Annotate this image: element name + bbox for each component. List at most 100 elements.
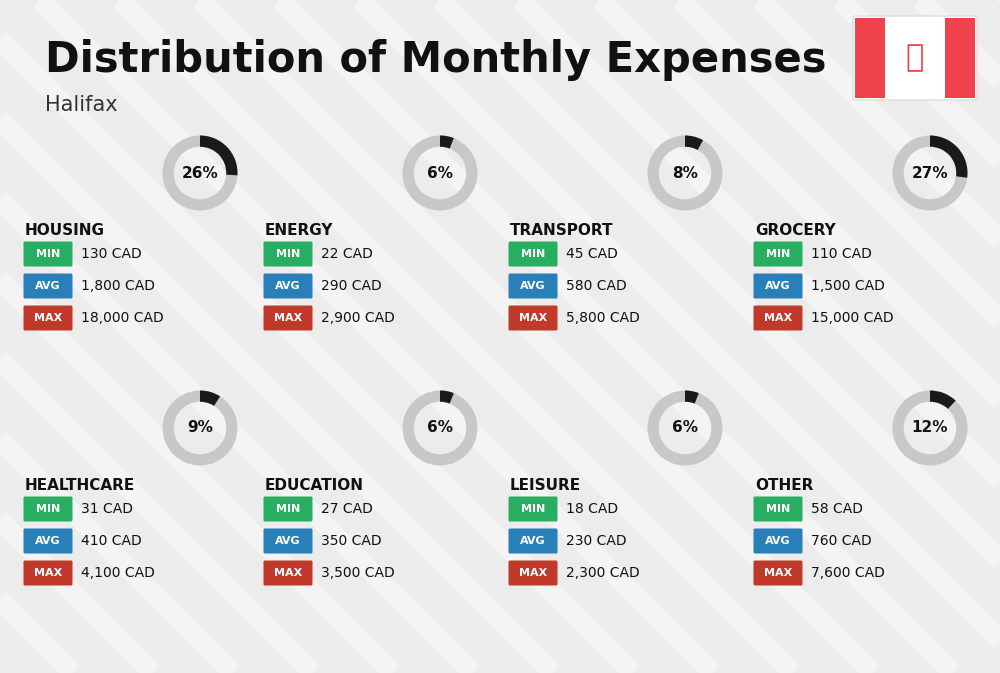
Text: 58 CAD: 58 CAD — [811, 502, 863, 516]
Text: MIN: MIN — [36, 249, 60, 259]
FancyBboxPatch shape — [24, 528, 72, 553]
Text: AVG: AVG — [275, 281, 301, 291]
Text: HOUSING: HOUSING — [25, 223, 105, 238]
Text: 2,900 CAD: 2,900 CAD — [321, 311, 395, 325]
FancyBboxPatch shape — [264, 273, 312, 299]
Text: MAX: MAX — [764, 313, 792, 323]
Text: 6%: 6% — [672, 421, 698, 435]
FancyBboxPatch shape — [509, 306, 558, 330]
Wedge shape — [402, 390, 478, 466]
Text: 12%: 12% — [912, 421, 948, 435]
Wedge shape — [930, 390, 956, 409]
Text: 290 CAD: 290 CAD — [321, 279, 382, 293]
FancyBboxPatch shape — [264, 528, 312, 553]
FancyBboxPatch shape — [264, 561, 312, 586]
Wedge shape — [930, 135, 967, 178]
Text: 27%: 27% — [912, 166, 948, 180]
Text: 26%: 26% — [182, 166, 218, 180]
Text: MAX: MAX — [34, 568, 62, 578]
Text: HEALTHCARE: HEALTHCARE — [25, 478, 135, 493]
Wedge shape — [162, 135, 238, 211]
Text: OTHER: OTHER — [755, 478, 813, 493]
Wedge shape — [893, 135, 968, 211]
Text: MIN: MIN — [276, 249, 300, 259]
Text: MAX: MAX — [274, 568, 302, 578]
Text: MAX: MAX — [274, 313, 302, 323]
Text: 6%: 6% — [427, 166, 453, 180]
Text: 8%: 8% — [672, 166, 698, 180]
Text: MIN: MIN — [36, 504, 60, 514]
Bar — [855, 18, 885, 98]
FancyBboxPatch shape — [509, 497, 558, 522]
Text: MAX: MAX — [34, 313, 62, 323]
Text: 9%: 9% — [187, 421, 213, 435]
FancyBboxPatch shape — [264, 242, 312, 267]
Text: MIN: MIN — [521, 249, 545, 259]
Wedge shape — [440, 135, 454, 149]
Text: 4,100 CAD: 4,100 CAD — [81, 566, 155, 580]
Text: TRANSPORT: TRANSPORT — [510, 223, 614, 238]
Text: 230 CAD: 230 CAD — [566, 534, 627, 548]
Text: 5,800 CAD: 5,800 CAD — [566, 311, 640, 325]
Text: Distribution of Monthly Expenses: Distribution of Monthly Expenses — [45, 39, 826, 81]
FancyBboxPatch shape — [853, 16, 977, 100]
FancyBboxPatch shape — [24, 273, 72, 299]
Text: MAX: MAX — [519, 313, 547, 323]
Text: AVG: AVG — [520, 536, 546, 546]
FancyBboxPatch shape — [754, 497, 802, 522]
Wedge shape — [648, 135, 722, 211]
Text: GROCERY: GROCERY — [755, 223, 836, 238]
Text: 27 CAD: 27 CAD — [321, 502, 373, 516]
Wedge shape — [162, 390, 238, 466]
Wedge shape — [648, 390, 722, 466]
Text: 31 CAD: 31 CAD — [81, 502, 133, 516]
Wedge shape — [685, 390, 699, 404]
Text: MAX: MAX — [764, 568, 792, 578]
Text: 350 CAD: 350 CAD — [321, 534, 382, 548]
Text: AVG: AVG — [275, 536, 301, 546]
FancyBboxPatch shape — [264, 306, 312, 330]
Text: AVG: AVG — [765, 536, 791, 546]
Text: 🍁: 🍁 — [906, 44, 924, 73]
FancyBboxPatch shape — [24, 561, 72, 586]
Text: MIN: MIN — [521, 504, 545, 514]
Text: 18 CAD: 18 CAD — [566, 502, 618, 516]
Text: 110 CAD: 110 CAD — [811, 247, 872, 261]
Text: 130 CAD: 130 CAD — [81, 247, 142, 261]
Wedge shape — [893, 390, 968, 466]
Wedge shape — [440, 390, 454, 404]
Text: 3,500 CAD: 3,500 CAD — [321, 566, 395, 580]
FancyBboxPatch shape — [24, 497, 72, 522]
Wedge shape — [200, 135, 237, 176]
Text: MIN: MIN — [766, 504, 790, 514]
Text: ENERGY: ENERGY — [265, 223, 334, 238]
Bar — [885, 18, 945, 98]
Wedge shape — [402, 135, 478, 211]
Text: MIN: MIN — [276, 504, 300, 514]
FancyBboxPatch shape — [509, 528, 558, 553]
FancyBboxPatch shape — [24, 242, 72, 267]
Text: AVG: AVG — [35, 281, 61, 291]
Text: EDUCATION: EDUCATION — [265, 478, 364, 493]
FancyBboxPatch shape — [754, 242, 802, 267]
Text: 7,600 CAD: 7,600 CAD — [811, 566, 885, 580]
Text: 45 CAD: 45 CAD — [566, 247, 618, 261]
Text: 22 CAD: 22 CAD — [321, 247, 373, 261]
FancyBboxPatch shape — [509, 561, 558, 586]
Text: Halifax: Halifax — [45, 95, 118, 115]
Text: MIN: MIN — [766, 249, 790, 259]
FancyBboxPatch shape — [24, 306, 72, 330]
Text: 6%: 6% — [427, 421, 453, 435]
Bar — [945, 18, 975, 98]
Text: 18,000 CAD: 18,000 CAD — [81, 311, 164, 325]
Text: LEISURE: LEISURE — [510, 478, 581, 493]
Text: MAX: MAX — [519, 568, 547, 578]
FancyBboxPatch shape — [509, 273, 558, 299]
Text: 15,000 CAD: 15,000 CAD — [811, 311, 894, 325]
FancyBboxPatch shape — [754, 561, 802, 586]
Text: 580 CAD: 580 CAD — [566, 279, 627, 293]
Text: 1,800 CAD: 1,800 CAD — [81, 279, 155, 293]
Text: AVG: AVG — [520, 281, 546, 291]
Wedge shape — [200, 390, 220, 406]
FancyBboxPatch shape — [264, 497, 312, 522]
